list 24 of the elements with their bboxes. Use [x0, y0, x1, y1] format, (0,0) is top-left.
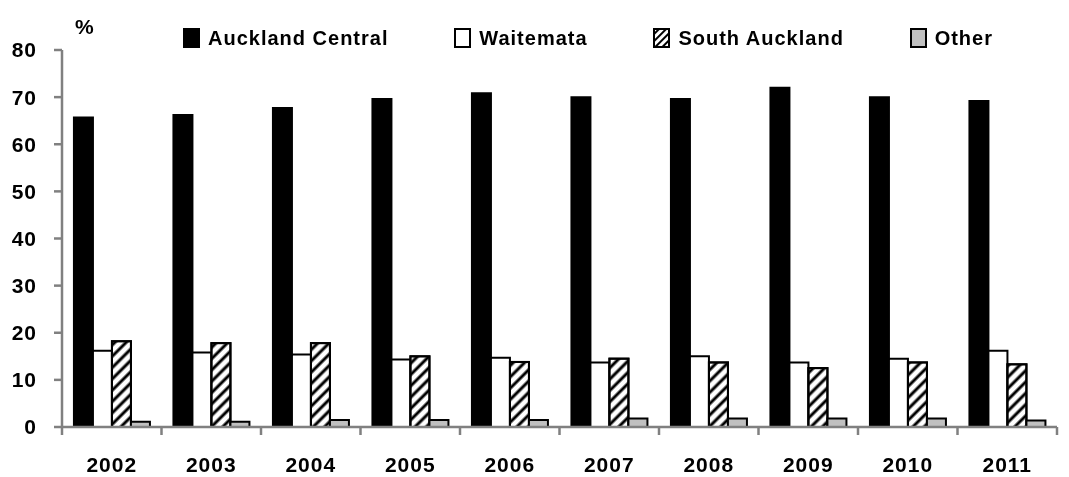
legend-label: Auckland Central	[208, 26, 389, 50]
y-tick-label: 70	[11, 85, 37, 109]
y-tick-label: 40	[11, 226, 37, 250]
x-tick-label: 2004	[285, 453, 337, 476]
y-tick-label: 50	[11, 179, 37, 203]
y-tick-label: 30	[11, 274, 37, 298]
x-tick-label: 2006	[484, 453, 536, 476]
x-tick-label: 2010	[882, 453, 934, 476]
y-tick-label: 10	[11, 368, 37, 392]
y-tick-label: 60	[11, 132, 37, 156]
x-tick-label: 2009	[782, 453, 834, 476]
x-tick-label: 2005	[384, 453, 436, 476]
y-axis-title: %	[75, 15, 94, 39]
x-tick-label: 2002	[86, 453, 138, 476]
x-tick-label: 2008	[683, 453, 735, 476]
x-tick-label: 2003	[185, 453, 237, 476]
x-tick-label: 2007	[583, 453, 635, 476]
y-tick-label: 20	[11, 321, 37, 345]
x-tick-label: 2011	[982, 453, 1033, 476]
y-tick-label: 0	[24, 415, 37, 439]
legend-label: South Auckland	[678, 26, 844, 50]
legend-label: Other	[934, 26, 993, 50]
y-tick-label: 80	[11, 38, 37, 62]
legend-label: Waitemata	[479, 26, 588, 50]
